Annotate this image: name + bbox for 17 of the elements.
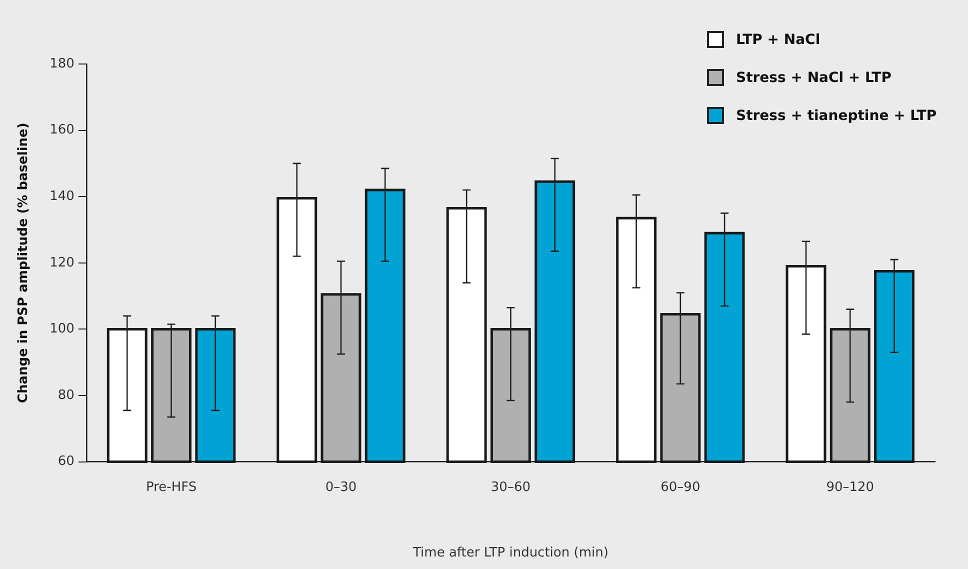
y-axis-title: Change in PSP amplitude (% baseline)	[16, 122, 32, 404]
y-tick-label: 80	[58, 388, 74, 403]
y-tick-label: 180	[50, 56, 74, 72]
y-tick-label: 120	[50, 255, 74, 270]
legend-label: Stress + tianeptine + LTP	[736, 108, 937, 124]
legend-label: Stress + NaCl + LTP	[736, 70, 892, 86]
x-tick-label: 60–90	[660, 480, 700, 495]
y-tick-label: 60	[58, 454, 74, 470]
y-tick-label: 100	[50, 322, 74, 337]
x-tick-label: 30–60	[490, 480, 531, 495]
legend-label: LTP + NaCl	[736, 32, 820, 48]
x-tick-label: 90–120	[826, 480, 874, 495]
x-axis-title: Time after LTP induction (min)	[412, 546, 608, 561]
y-tick-label: 160	[50, 122, 74, 138]
x-tick-label: 0–30	[325, 480, 357, 495]
x-tick-label: Pre-HFS	[146, 480, 197, 495]
y-tick-label: 140	[50, 188, 74, 204]
